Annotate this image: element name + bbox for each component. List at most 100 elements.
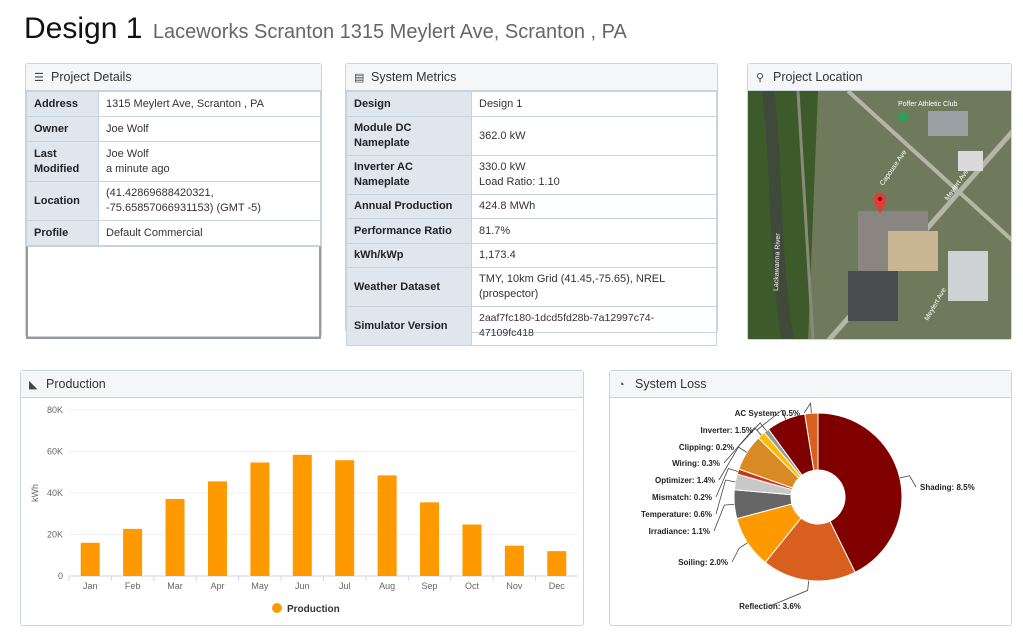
connector-line [899,475,917,488]
list-icon: ☰ [34,72,44,84]
row-label: Last Modified [26,141,99,182]
table-row: Design Design 1 [346,91,717,117]
x-tick-label: Jan [83,581,98,591]
panel-header: ▤ System Metrics [346,64,717,91]
slice-label: Clipping: 0.2% [679,443,734,452]
table-row: Simulator Version 2aaf7fc180-1dcd5fd28b-7… [346,306,717,346]
slice-label: Reflection: 3.6% [739,602,801,611]
system-loss-chart: Shading: 8.5% Reflection: 3.6% Soiling: 2.… [641,402,975,611]
x-tick-label: Nov [506,581,523,591]
row-value: Design 1 [471,91,717,117]
map-label: Poffer Athletic Club [898,101,958,108]
modified-by: Joe Wolf [106,147,149,160]
panel-title: Production [46,377,106,391]
row-label: kWh/kWp [346,243,472,268]
table-row: kWh/kWp 1,173.4 [346,243,717,268]
connector-line [723,427,762,464]
satellite-map[interactable]: Lackawanna River Meylert Ave Capouse Ave… [748,91,1011,339]
connector-line [756,409,787,431]
system-metrics-table: Design Design 1 Module DC Nameplate 362.0 … [346,91,717,346]
row-value: 1,173.4 [471,243,717,268]
notes-area[interactable] [26,246,321,339]
slice-label: AC System: 0.5% [735,409,800,418]
y-tick-label: 20K [47,530,63,540]
y-tick-label: 0 [58,571,63,581]
slice-ac-system[interactable] [804,412,819,471]
panel-header: ◔ System Loss [610,371,1011,398]
x-tick-label: Apr [210,581,224,591]
bar-aug [377,475,397,576]
bar-may [250,462,270,576]
bar-sep [420,502,440,576]
table-row: Weather Dataset TMY, 10km Grid (41.45,-75… [346,267,717,307]
row-label: Address [26,91,99,117]
slice-label: Soiling: 2.0% [678,558,728,567]
y-tick-label: 60K [47,447,63,457]
table-row: Annual Production 424.8 MWh [346,194,717,219]
row-label: Performance Ratio [346,218,472,244]
panel-title: System Metrics [371,70,457,84]
row-value: Joe Wolf [98,116,321,142]
slice-label: Inverter: 1.5% [701,426,753,435]
table-icon: ▤ [354,72,365,84]
connector-line [769,580,810,607]
table-row: Owner Joe Wolf [26,116,321,142]
table-row: Profile Default Commercial [26,220,321,246]
row-value: Joe Wolf a minute ago [98,141,321,182]
x-tick-label: Oct [465,581,480,591]
slice-label: Irradiance: 1.1% [649,527,710,536]
x-tick-label: May [251,581,269,591]
x-tick-label: Mar [167,581,183,591]
slice-label: Shading: 8.5% [920,483,975,492]
row-label: Owner [26,116,99,142]
row-value: 362.0 kW [471,116,717,156]
slice-shading[interactable] [817,412,903,574]
bar-apr [207,481,227,576]
y-tick-label: 40K [47,488,63,498]
table-row: Last Modified Joe Wolf a minute ago [26,141,321,182]
legend-label[interactable]: Production [287,604,340,615]
row-label: Design [346,91,472,117]
row-label: Profile [26,220,99,246]
map-imagery: Lackawanna River Meylert Ave Capouse Ave… [748,91,1011,339]
bar-nov [504,545,524,576]
slice-reflection[interactable] [764,517,856,582]
legend-marker [272,603,282,613]
panel-header: ☰ Project Details [26,64,321,91]
table-row: Module DC Nameplate 362.0 kW [346,116,717,156]
connector-line [715,468,739,498]
project-location-panel: ⚲ Project Location Lackawanna River Meyle… [747,63,1012,340]
modified-time: a minute ago [106,162,170,175]
row-label: Location [26,181,99,221]
system-metrics-panel: ▤ System Metrics Design Design 1 Module DC… [345,63,718,346]
poi-marker-icon[interactable] [898,112,908,122]
area-chart-icon: ◣ [29,379,38,391]
row-value: 330.0 kW Load Ratio: 1.10 [471,155,717,195]
project-details-table: Address 1315 Meylert Ave, Scranton , PA O… [26,91,321,246]
x-tick-label: Jun [295,581,310,591]
location-pin-icon[interactable] [874,193,886,213]
project-subtitle: Laceworks Scranton 1315 Meylert Ave, Scr… [152,21,627,43]
row-value: (41.42869688420321, -75.65857066931153) … [98,181,321,221]
production-chart: 0 20K 40K 60K 80K kWh Jan Feb Mar Apr May Jun Jul Aug… [30,405,578,615]
slice-label: Temperature: 0.6% [641,510,712,519]
project-details-panel: ☰ Project Details Address 1315 Meylert Ave… [25,63,322,339]
slice-label: Wiring: 0.3% [672,459,720,468]
design-name: Design 1 [24,12,143,45]
connector-line [731,542,748,563]
row-label: Annual Production [346,194,472,219]
table-row: Inverter AC Nameplate 330.0 kW Load Ratio:… [346,155,717,195]
panel-title: System Loss [635,377,707,391]
panel-header: ⚲ Project Location [748,64,1011,91]
slice-label: Optimizer: 1.4% [655,476,715,485]
x-tick-label: Jul [339,581,351,591]
x-tick-label: Feb [125,581,141,591]
system-loss-panel: ◔ System Loss Shading: 8.5% Reflection: 3.… [609,370,1012,626]
pie-chart-icon: ◔ [618,379,625,391]
inverter-ac: 330.0 kW [479,161,526,173]
page-title: Design 1 Laceworks Scranton 1315 Meylert… [24,12,627,46]
x-tick-label: Aug [379,581,395,591]
map-label: Lackawanna River [773,233,782,291]
bar-jun [292,454,312,576]
y-tick-label: 80K [47,405,63,415]
